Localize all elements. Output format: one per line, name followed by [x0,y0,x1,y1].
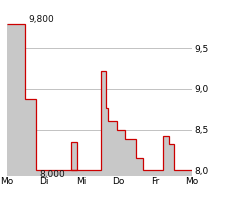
Text: 9,800: 9,800 [29,15,54,24]
Text: 8,000: 8,000 [40,170,65,179]
